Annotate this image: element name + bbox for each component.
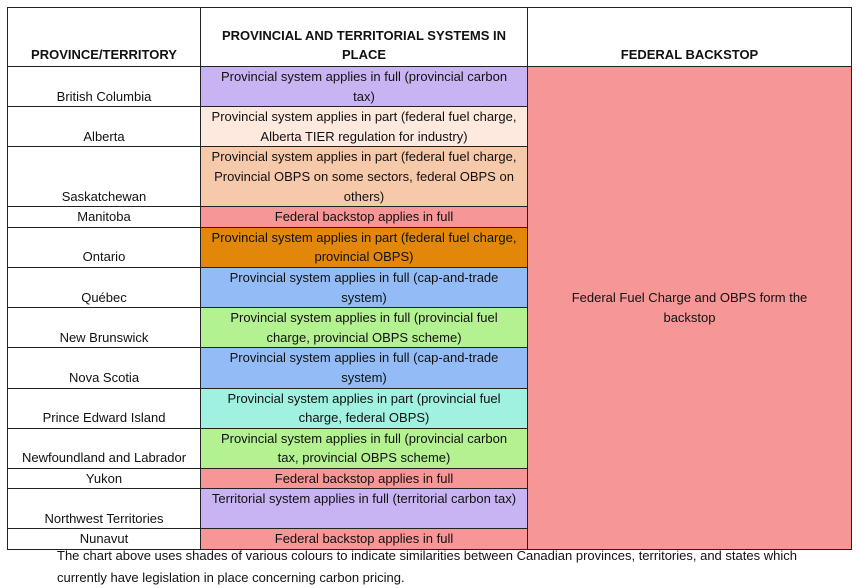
province-cell: Newfoundland and Labrador — [7, 427, 201, 469]
system-cell: Provincial system applies in part (feder… — [200, 226, 528, 268]
province-cell: British Columbia — [7, 65, 201, 108]
federal-backstop-cell: Federal Fuel Charge and OBPS form the ba… — [527, 65, 852, 551]
province-cell: Prince Edward Island — [7, 387, 201, 429]
header-cell: PROVINCE/TERRITORY — [7, 7, 201, 67]
table-row: Québec Provincial system applies in full … — [7, 266, 852, 309]
province-cell: Saskatchewan — [7, 146, 201, 208]
province-cell: Nunavut — [7, 528, 201, 551]
system-cell: Provincial system applies in part (provi… — [200, 387, 528, 429]
province-cell: New Brunswick — [7, 307, 201, 349]
table-row: New Brunswick Provincial system applies i… — [7, 307, 852, 349]
table-row: Yukon Federal backstop applies in full — [7, 467, 852, 490]
system-cell: Federal backstop applies in full — [200, 467, 528, 490]
system-cell: Provincial system applies in full (cap-a… — [200, 266, 528, 309]
province-cell: Manitoba — [7, 206, 201, 228]
province-cell: Yukon — [7, 467, 201, 490]
province-cell: Alberta — [7, 106, 201, 148]
table-row: Manitoba Federal backstop applies in full — [7, 206, 852, 228]
province-cell: Nova Scotia — [7, 347, 201, 389]
table-row: Newfoundland and Labrador Provincial syst… — [7, 427, 852, 469]
header-row: PROVINCE/TERRITORY PROVINCIAL AND TERRIT… — [7, 7, 852, 67]
system-cell: Provincial system applies in full (provi… — [200, 65, 528, 108]
table-row: Alberta Provincial system applies in part… — [7, 106, 852, 148]
province-cell: Québec — [7, 266, 201, 309]
table-row: Ontario Provincial system applies in part… — [7, 226, 852, 268]
system-cell: Provincial system applies in part (feder… — [200, 146, 528, 208]
table-row: Prince Edward Island Provincial system ap… — [7, 387, 852, 429]
system-cell: Provincial system applies in full (provi… — [200, 427, 528, 469]
header-cell: FEDERAL BACKSTOP — [527, 7, 852, 67]
table-row: Northwest Territories Territorial system … — [7, 488, 852, 530]
table-row: Saskatchewan Provincial system applies in… — [7, 146, 852, 208]
province-cell: Ontario — [7, 226, 201, 268]
header-cell: PROVINCIAL AND TERRITORIAL SYSTEMS IN PL… — [200, 7, 528, 67]
table-row: British Columbia Provincial system applie… — [7, 65, 852, 551]
caption: The chart above uses shades of various c… — [57, 548, 797, 585]
table-row: Nunavut Federal backstop applies in full — [7, 528, 852, 551]
system-cell: Federal backstop applies in full — [200, 206, 528, 228]
table-row: Nova Scotia Provincial system applies in … — [7, 347, 852, 389]
system-cell: Territorial system applies in full (terr… — [200, 488, 528, 530]
province-cell: Northwest Territories — [7, 488, 201, 530]
system-cell: Provincial system applies in part (feder… — [200, 106, 528, 148]
system-cell: Federal backstop applies in full — [200, 528, 528, 551]
carbon-pricing-table: PROVINCE/TERRITORY PROVINCIAL AND TERRIT… — [7, 7, 852, 551]
system-cell: Provincial system applies in full (cap-a… — [200, 347, 528, 389]
system-cell: Provincial system applies in full (provi… — [200, 307, 528, 349]
table-body: British Columbia Provincial system applie… — [7, 65, 852, 551]
